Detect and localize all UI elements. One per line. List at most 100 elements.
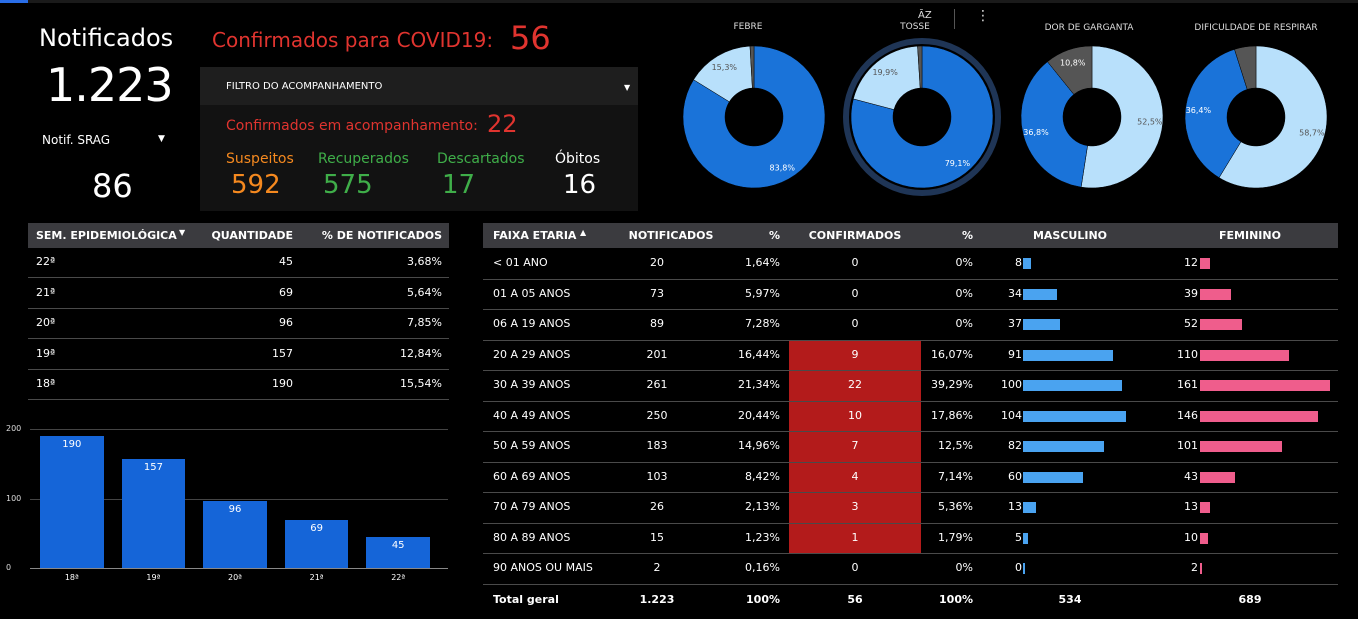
donut-slice-label: 15,3% [712, 63, 738, 72]
more-vert-icon[interactable]: ⋮ [976, 8, 990, 24]
faixa-cell: 26 [650, 500, 664, 513]
faixa-cell: 60 A 69 ANOS [493, 469, 571, 483]
faixa-cell: 1 [851, 530, 859, 544]
donut-slice[interactable] [1184, 49, 1248, 178]
faixa-cell: 100 [1001, 378, 1022, 391]
faixa-cell: 14,96% [738, 439, 780, 452]
semana-cell: 69 [279, 285, 293, 299]
semana-cell: 20ª [36, 316, 56, 330]
bar-value-label: 157 [143, 461, 163, 473]
faixa-header-3[interactable]: CONFIRMADOS [808, 229, 902, 242]
confirmados-highlight [789, 401, 921, 432]
donut-slice[interactable] [1047, 45, 1093, 95]
donut-slice[interactable] [853, 45, 921, 110]
faixa-cell: 90 ANOS OU MAIS [493, 561, 593, 574]
faixa-header-2[interactable]: % [768, 229, 780, 242]
faixa-cell: 34 [1008, 286, 1022, 300]
donut-title: TOSSE [899, 22, 930, 32]
faixa-header-0[interactable]: FAIXA ETARIA [493, 229, 577, 242]
notificados-value: 1.223 [46, 58, 174, 112]
faixa-cell: < 01 ANO [493, 256, 548, 269]
faixa-cell: 7,28% [745, 317, 780, 330]
faixa-cell: 0% [955, 561, 973, 574]
sort-caret-icon[interactable]: ▲ [580, 228, 587, 237]
faixa-cell: 3 [851, 500, 859, 513]
feminino-bar [1200, 563, 1202, 574]
filtro-title[interactable]: FILTRO DO ACOMPANHAMENTO [226, 81, 383, 92]
donut-slice[interactable] [749, 45, 755, 89]
sort-caret-icon[interactable]: ▼ [179, 228, 186, 237]
filtro-dropdown[interactable] [200, 67, 638, 105]
semana-header-2[interactable]: % DE NOTIFICADOS [321, 229, 442, 242]
confirmados-highlight [789, 432, 921, 463]
faixa-cell: 0% [955, 286, 973, 300]
total-cell: 100% [939, 592, 973, 606]
faixa-cell: 0 [851, 317, 859, 330]
semana-table-header [28, 223, 449, 248]
top-bar-accent [0, 0, 28, 3]
faixa-cell: 17,86% [931, 408, 973, 422]
stat-label-0: Suspeitos [226, 151, 294, 167]
srag-dropdown-label[interactable]: Notif. SRAG [42, 133, 111, 147]
faixa-cell: 7,14% [938, 469, 973, 483]
total-cell: 689 [1238, 592, 1262, 606]
confirmados-label: Confirmados para COVID19: [212, 28, 494, 52]
faixa-cell: 20 A 29 ANOS [493, 347, 571, 361]
srag-value: 86 [92, 167, 133, 205]
faixa-cell: 39,29% [931, 378, 973, 391]
donut-slice[interactable] [1020, 61, 1088, 188]
faixa-cell: 103 [646, 469, 668, 483]
donut-slice[interactable] [850, 45, 994, 189]
feminino-bar [1200, 380, 1330, 391]
confirmados-highlight [789, 371, 921, 402]
x-tick-label: 18ª [64, 573, 79, 582]
chevron-down-icon[interactable]: ▼ [624, 83, 631, 92]
semana-header-0[interactable]: SEM. EPIDEMIOLÓGICA [36, 229, 177, 242]
faixa-cell: 21,34% [738, 378, 780, 391]
faixa-cell: 1,64% [745, 256, 780, 269]
faixa-header-4[interactable]: % [961, 229, 973, 242]
faixa-header-6[interactable]: FEMININO [1219, 229, 1281, 242]
feminino-bar [1200, 532, 1209, 544]
donut-slice[interactable] [682, 45, 826, 189]
faixa-cell: 52 [1184, 317, 1198, 330]
row-divider [28, 338, 449, 340]
faixa-cell: 7 [851, 439, 859, 452]
faixa-cell: 40 A 49 ANOS [493, 408, 571, 422]
donut-slice[interactable] [917, 45, 923, 89]
chart-gridline [30, 568, 448, 569]
semana-header-1[interactable]: QUANTIDADE [211, 229, 293, 242]
feminino-bar [1200, 319, 1242, 330]
chart-bar[interactable] [366, 536, 430, 568]
donut-slice[interactable] [1218, 45, 1328, 189]
faixa-header-1[interactable]: NOTIFICADOS [628, 229, 714, 242]
donut-slice[interactable] [1234, 45, 1257, 90]
faixa-table-header [483, 223, 1338, 248]
y-tick-label: 200 [6, 424, 22, 433]
donut-slice[interactable] [1080, 45, 1164, 189]
faixa-header-5[interactable]: MASCULINO [1032, 229, 1108, 242]
chevron-down-icon[interactable]: ▼ [158, 134, 165, 144]
chart-bar[interactable] [203, 501, 267, 568]
chart-bar[interactable] [121, 458, 186, 568]
sort-icon[interactable]: ĀZ [918, 10, 932, 21]
chart-bar[interactable] [284, 520, 349, 568]
faixa-cell: 183 [646, 439, 668, 452]
semana-cell: 19ª [36, 346, 56, 360]
masculino-bar [1023, 380, 1123, 391]
donut-slice-label: 58,7% [1299, 129, 1325, 138]
faixa-cell: 60 [1008, 469, 1022, 483]
donut-slice-label: 36,8% [1023, 128, 1049, 137]
bar-value-label: 69 [310, 523, 323, 535]
faixa-cell: 06 A 19 ANOS [493, 317, 571, 330]
confirmados-value: 56 [510, 19, 551, 57]
semana-cell: 15,54% [400, 377, 442, 391]
masculino-bar [1023, 502, 1036, 513]
y-tick-label: 0 [6, 563, 12, 572]
notificados-label: Notificados [39, 24, 174, 52]
faixa-cell: 201 [646, 347, 668, 361]
stat-value-1: 575 [323, 170, 373, 200]
chart-bar[interactable] [40, 435, 104, 568]
masculino-bar [1023, 441, 1105, 452]
acompanhamento-label: Confirmados em acompanhamento: [226, 118, 478, 134]
